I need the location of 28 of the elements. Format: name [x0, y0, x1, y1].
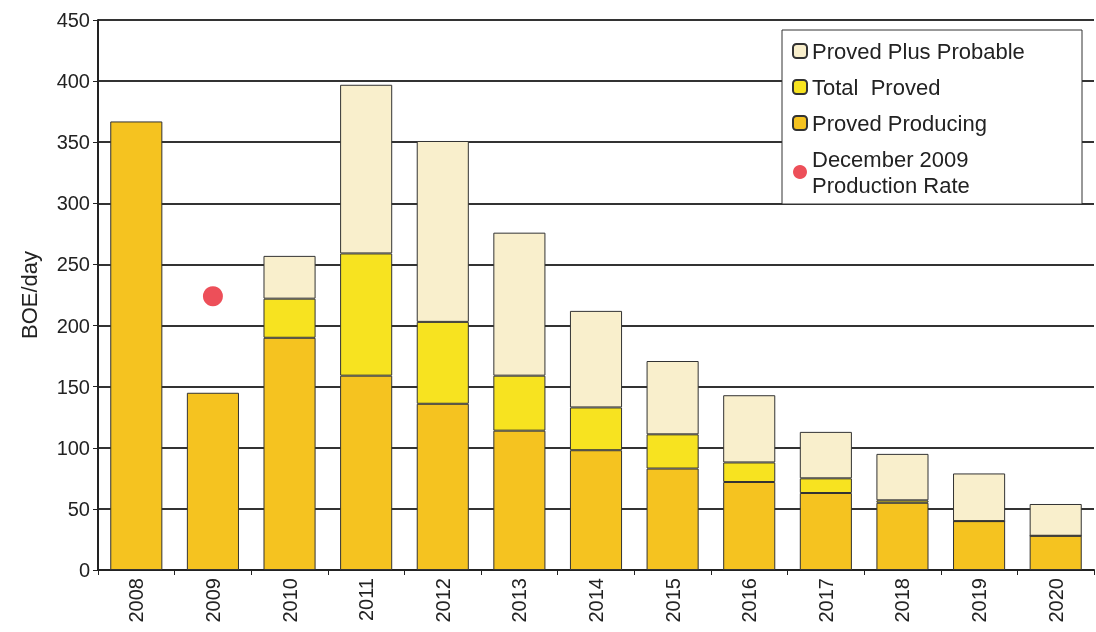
x-tick-label: 2009	[201, 578, 224, 623]
x-tick-label: 2011	[355, 578, 378, 622]
y-tick-label: 50	[67, 497, 90, 520]
legend-label: December 2009 Production Rate	[812, 146, 975, 198]
y-tick-label: 0	[78, 559, 90, 581]
y-tick-label: 350	[56, 131, 90, 154]
x-tick-label: 2013	[508, 578, 531, 623]
x-tick-label: 2020	[1044, 578, 1067, 623]
y-tick-label: 250	[56, 253, 90, 276]
legend-label: Proved Producing	[812, 110, 987, 136]
y-tick-label: 100	[56, 436, 90, 459]
y-tick-label: 300	[56, 192, 90, 215]
x-tick-label: 2018	[891, 578, 914, 623]
y-tick-label: 400	[56, 70, 90, 93]
y-tick-label: 450	[56, 9, 90, 31]
y-tick-label: 150	[56, 375, 90, 398]
y-axis-title: BOE/day	[16, 250, 42, 340]
y-tick-label: 200	[56, 314, 90, 337]
x-tick-label: 2014	[585, 578, 607, 623]
x-tick-label: 2008	[125, 578, 148, 623]
legend-label: Total Proved	[812, 74, 941, 100]
legend-label: Proved Plus Probable	[812, 38, 1025, 64]
x-tick-label: 2016	[738, 578, 761, 623]
x-tick-label: 2015	[661, 578, 684, 623]
x-tick-label: 2019	[968, 578, 991, 623]
x-tick-label: 2010	[278, 578, 301, 623]
x-tick-label: 2017	[814, 578, 837, 623]
x-tick-label: 2012	[431, 578, 454, 623]
